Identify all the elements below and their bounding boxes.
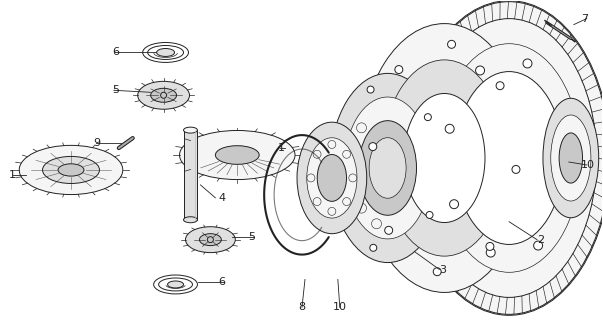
Ellipse shape	[404, 93, 485, 222]
Ellipse shape	[408, 1, 603, 315]
Circle shape	[356, 203, 367, 213]
Text: 4: 4	[218, 193, 226, 203]
Ellipse shape	[168, 281, 183, 288]
Text: 1: 1	[278, 143, 285, 153]
Text: 9: 9	[93, 138, 101, 148]
Ellipse shape	[297, 122, 367, 234]
Circle shape	[369, 143, 377, 151]
Circle shape	[333, 167, 340, 174]
Text: 3: 3	[440, 265, 446, 275]
Bar	[183, 130, 197, 220]
Ellipse shape	[148, 45, 183, 60]
Ellipse shape	[200, 234, 221, 246]
Circle shape	[486, 243, 494, 251]
Ellipse shape	[186, 227, 235, 252]
Ellipse shape	[154, 275, 197, 294]
Ellipse shape	[437, 44, 581, 272]
Circle shape	[370, 244, 377, 251]
Circle shape	[534, 241, 543, 250]
Circle shape	[313, 150, 321, 158]
Ellipse shape	[369, 138, 406, 198]
Text: 5: 5	[112, 85, 119, 95]
Circle shape	[307, 174, 315, 182]
Ellipse shape	[180, 131, 295, 180]
Circle shape	[385, 226, 393, 234]
Circle shape	[560, 107, 569, 116]
Ellipse shape	[330, 73, 446, 262]
Circle shape	[348, 178, 358, 188]
Ellipse shape	[157, 49, 174, 56]
Ellipse shape	[307, 138, 357, 218]
Text: 10: 10	[581, 160, 595, 170]
Circle shape	[564, 183, 573, 192]
Circle shape	[447, 40, 455, 48]
Ellipse shape	[137, 81, 189, 109]
Circle shape	[476, 66, 485, 75]
Ellipse shape	[143, 43, 189, 62]
Text: 8: 8	[298, 302, 306, 312]
Ellipse shape	[543, 98, 599, 218]
Circle shape	[371, 219, 382, 229]
Circle shape	[486, 248, 495, 257]
Text: 10: 10	[333, 302, 347, 312]
Circle shape	[426, 212, 433, 219]
Circle shape	[496, 82, 504, 90]
Circle shape	[348, 148, 358, 158]
Text: 5: 5	[248, 232, 255, 242]
Circle shape	[356, 123, 367, 133]
Ellipse shape	[317, 155, 347, 201]
Circle shape	[512, 165, 520, 173]
Text: 1: 1	[9, 170, 16, 180]
Text: 2: 2	[537, 235, 544, 245]
Circle shape	[445, 124, 454, 133]
Ellipse shape	[19, 145, 123, 195]
Circle shape	[433, 268, 441, 276]
Text: 6: 6	[112, 47, 119, 58]
Text: 7: 7	[581, 14, 588, 24]
Ellipse shape	[551, 115, 591, 201]
Ellipse shape	[183, 217, 197, 223]
Ellipse shape	[359, 121, 417, 215]
Circle shape	[328, 207, 336, 215]
Circle shape	[395, 66, 403, 74]
Circle shape	[160, 92, 166, 98]
Circle shape	[313, 197, 321, 205]
Ellipse shape	[159, 278, 192, 291]
Ellipse shape	[382, 60, 506, 256]
Ellipse shape	[455, 72, 563, 244]
Circle shape	[328, 140, 336, 148]
Circle shape	[349, 174, 357, 182]
Circle shape	[367, 86, 374, 93]
Circle shape	[207, 237, 213, 243]
Ellipse shape	[559, 133, 582, 183]
Ellipse shape	[360, 24, 529, 292]
Circle shape	[343, 197, 350, 205]
Ellipse shape	[43, 156, 99, 183]
Circle shape	[343, 150, 350, 158]
Ellipse shape	[183, 127, 197, 133]
Circle shape	[425, 114, 431, 121]
Ellipse shape	[58, 164, 84, 176]
Ellipse shape	[151, 88, 177, 102]
Ellipse shape	[215, 146, 259, 164]
Text: 6: 6	[218, 277, 226, 287]
Ellipse shape	[344, 97, 431, 239]
Circle shape	[450, 200, 458, 209]
Circle shape	[523, 59, 532, 68]
